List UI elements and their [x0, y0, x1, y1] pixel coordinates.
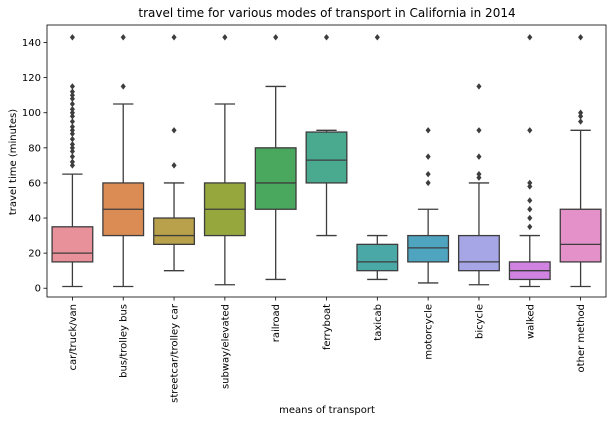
outlier-point: [527, 34, 533, 41]
outlier-point: [425, 170, 431, 178]
outlier-point: [69, 83, 75, 90]
outlier-point: [578, 113, 584, 120]
outlier-point: [476, 153, 482, 160]
outlier-point: [171, 162, 177, 169]
outlier-point: [69, 148, 75, 155]
box-2: [153, 34, 196, 272]
outlier-point: [527, 197, 533, 204]
outlier-point: [425, 127, 431, 134]
plot-area: [51, 34, 602, 288]
plot-frame: [46, 24, 607, 298]
outlier-point: [171, 34, 177, 41]
chart-title: travel time for various modes of transpo…: [138, 6, 515, 20]
outlier-point: [69, 141, 75, 148]
outlier-point: [476, 174, 482, 181]
outlier-point: [323, 34, 330, 41]
x-tick-label: bicycle: [474, 304, 485, 339]
y-axis: 0 20 40 60 80 100 120 140: [22, 38, 47, 295]
outlier-point: [120, 83, 126, 90]
outlier-point: [374, 34, 380, 41]
x-tick-label: walked: [525, 304, 536, 339]
y-tick-label: 20: [28, 249, 41, 260]
y-axis-title: travel time (minutes): [8, 109, 19, 215]
outlier-point: [69, 123, 75, 130]
box-9: [508, 34, 551, 288]
outlier-point: [578, 34, 584, 41]
x-tick-label: streetcar/trolley car: [170, 303, 181, 403]
box-iqr: [305, 131, 348, 184]
box-8: [457, 83, 500, 286]
outlier-point: [69, 144, 75, 152]
x-tick-label: motorcycle: [424, 304, 435, 360]
box-10: [559, 34, 602, 288]
outlier-point: [69, 34, 75, 41]
outlier-point: [69, 106, 75, 113]
x-tick-label: car/truck/van: [68, 304, 79, 371]
outlier-point: [69, 109, 75, 116]
box-7: [407, 127, 450, 284]
outlier-point: [222, 34, 228, 41]
box-iqr: [407, 234, 450, 263]
box-1: [102, 34, 145, 288]
outlier-point: [527, 206, 533, 213]
outlier-point: [69, 158, 75, 166]
outlier-point: [527, 179, 533, 187]
x-tick-label: taxicab: [373, 304, 384, 341]
x-tick-label: ferryboat: [322, 304, 333, 350]
x-tick-label: railroad: [271, 304, 282, 342]
box-0: [51, 34, 94, 288]
outlier-point: [425, 153, 431, 160]
outlier-point: [476, 170, 482, 178]
y-tick-label: 0: [35, 284, 41, 295]
box-3: [203, 34, 246, 286]
outlier-point: [69, 162, 75, 169]
outlier-point: [69, 135, 75, 143]
outlier-point: [527, 214, 533, 222]
outlier-point: [69, 95, 75, 102]
box-5: [305, 34, 348, 237]
outlier-point: [527, 183, 533, 190]
y-tick-label: 60: [28, 178, 41, 189]
box-iqr: [153, 217, 196, 246]
y-tick-label: 100: [22, 108, 41, 119]
box-iqr: [254, 147, 297, 210]
outlier-point: [69, 130, 75, 137]
x-tick-label: subway/elevated: [220, 304, 231, 389]
outlier-point: [578, 109, 584, 116]
outlier-point: [527, 127, 533, 134]
box-4: [254, 34, 297, 281]
outlier-point: [69, 153, 75, 160]
x-axis-title: means of transport: [279, 405, 375, 416]
outlier-point: [69, 118, 75, 125]
y-tick-label: 120: [22, 73, 41, 84]
y-tick-label: 80: [28, 143, 41, 154]
x-tick-label: other method: [576, 304, 587, 372]
outlier-point: [120, 34, 126, 41]
y-tick-label: 140: [22, 38, 41, 49]
outlier-point: [476, 127, 482, 134]
outlier-point: [578, 118, 584, 125]
y-tick-label: 40: [28, 214, 41, 225]
outlier-point: [69, 113, 75, 120]
outlier-point: [69, 88, 75, 95]
outlier-point: [69, 100, 75, 108]
x-tick-label: bus/trolley bus: [119, 304, 130, 378]
outlier-point: [273, 34, 279, 41]
box-6: [356, 34, 399, 281]
x-axis: car/truck/van bus/trolley bus streetcar/tr…: [68, 297, 587, 403]
outlier-point: [69, 127, 75, 134]
box-iqr: [51, 226, 94, 263]
box-iqr: [559, 208, 602, 263]
outlier-point: [425, 179, 431, 187]
outlier-point: [527, 223, 533, 231]
box-iqr: [457, 234, 500, 272]
outlier-point: [69, 91, 75, 99]
outlier-point: [171, 127, 177, 134]
box-iqr: [356, 243, 399, 272]
outlier-point: [476, 83, 482, 90]
